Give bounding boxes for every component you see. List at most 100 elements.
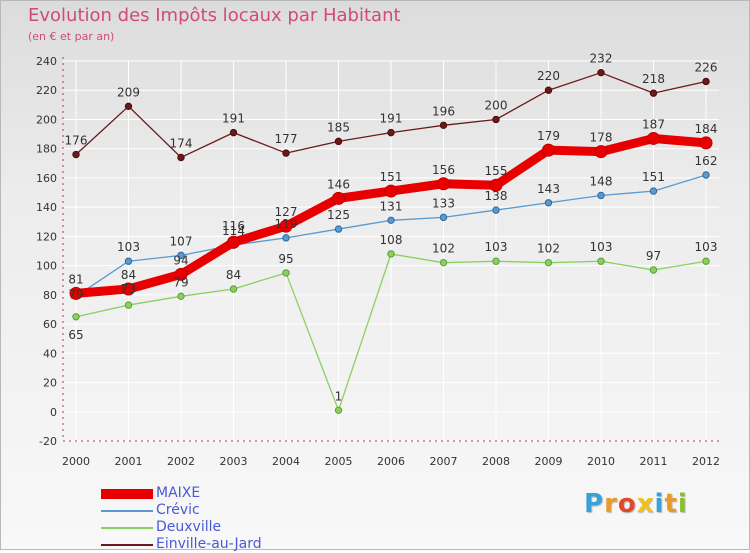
data-point <box>334 137 343 146</box>
data-point <box>384 184 398 198</box>
x-tick-label: 2008 <box>482 455 510 468</box>
data-label: 151 <box>642 170 665 184</box>
y-tick-label: 100 <box>36 260 57 273</box>
data-point <box>647 131 660 145</box>
x-tick-label: 2005 <box>325 455 353 468</box>
series-layer <box>69 68 713 415</box>
logo-letter: P <box>584 489 605 519</box>
data-point <box>282 149 290 157</box>
data-point <box>439 213 448 222</box>
legend-swatch <box>101 527 153 529</box>
data-point <box>229 285 238 293</box>
x-tick-label: 2004 <box>272 455 300 468</box>
data-point <box>282 269 290 277</box>
data-label: 108 <box>380 233 403 247</box>
logo-letter: x <box>636 489 655 519</box>
x-tick-label: 2011 <box>640 455 668 468</box>
chart-subtitle: (en € et par an) <box>28 30 115 43</box>
logo-letter: i <box>677 489 688 519</box>
data-point <box>597 68 605 77</box>
data-point <box>597 191 605 200</box>
x-tick-label: 2010 <box>587 455 615 468</box>
data-point <box>544 86 553 94</box>
data-point <box>177 292 185 301</box>
data-label: 103 <box>590 240 613 254</box>
data-label: 177 <box>275 132 298 146</box>
y-tick-label: 40 <box>43 347 57 360</box>
data-point <box>177 153 185 162</box>
data-label: 73 <box>121 282 136 296</box>
data-label: 138 <box>485 189 508 203</box>
data-point <box>124 102 133 111</box>
data-label: 220 <box>537 69 560 83</box>
y-tick-label: 60 <box>43 318 57 331</box>
data-point <box>174 267 188 281</box>
data-label: 107 <box>170 234 193 248</box>
data-label: 218 <box>642 72 665 86</box>
data-point <box>544 258 553 267</box>
data-point <box>282 234 290 242</box>
data-label: 156 <box>432 163 455 177</box>
data-label: 187 <box>642 117 665 131</box>
tick-labels: -20 0 20 40 60 80 100 120 140 160 180 200 220 240 2000… <box>36 55 720 468</box>
x-tick-label: 2001 <box>115 455 143 468</box>
y-tick-label: 200 <box>36 113 57 126</box>
data-point <box>334 406 343 415</box>
data-label: 102 <box>432 242 455 256</box>
data-label: 143 <box>537 182 560 196</box>
data-label: 84 <box>121 268 136 282</box>
data-label: 155 <box>485 164 508 178</box>
data-point <box>702 171 710 179</box>
data-point <box>544 199 553 207</box>
data-point <box>387 250 395 258</box>
data-label: 95 <box>278 252 293 266</box>
data-label: 114 <box>222 224 245 238</box>
data-point <box>387 128 395 137</box>
data-label: 102 <box>537 242 560 256</box>
data-label: 79 <box>173 275 188 289</box>
data-point <box>279 219 293 233</box>
data-label: 97 <box>646 249 661 263</box>
data-label: 191 <box>222 112 245 126</box>
data-point <box>489 178 503 192</box>
data-label: 209 <box>117 85 140 99</box>
logo-letter: t <box>664 489 678 519</box>
data-point <box>492 257 500 265</box>
y-tick-label: 120 <box>36 230 57 243</box>
data-label: 226 <box>695 60 718 74</box>
data-label: 184 <box>695 122 718 136</box>
x-tick-label: 2006 <box>377 455 405 468</box>
y-tick-label: 160 <box>36 172 57 185</box>
y-tick-label: 80 <box>43 289 57 302</box>
data-label: 131 <box>380 199 403 213</box>
data-label: 103 <box>117 240 140 254</box>
data-label: 133 <box>432 196 455 210</box>
x-tick-label: 2000 <box>62 455 90 468</box>
x-tick-label: 2012 <box>692 455 720 468</box>
y-tick-label: 180 <box>36 143 57 156</box>
data-label: 191 <box>380 112 403 126</box>
logo-letter: r <box>604 489 618 519</box>
data-point <box>649 89 658 97</box>
data-label: 65 <box>68 328 83 342</box>
data-label: 185 <box>327 120 350 134</box>
y-tick-label: 20 <box>43 377 57 390</box>
data-label: 84 <box>226 268 241 282</box>
data-point <box>227 235 240 249</box>
data-point <box>229 128 238 137</box>
data-label: 200 <box>485 98 508 112</box>
data-point <box>702 77 710 86</box>
logo-letter: i <box>654 489 665 519</box>
data-point <box>124 301 133 309</box>
data-label: 103 <box>485 240 508 254</box>
x-tick-label: 2009 <box>535 455 563 468</box>
data-label: 119 <box>275 217 298 231</box>
x-tick-label: 2002 <box>167 455 195 468</box>
legend-swatch <box>101 489 153 499</box>
y-tick-label: 220 <box>36 84 57 97</box>
x-tick-label: 2003 <box>220 455 248 468</box>
data-point <box>437 177 450 191</box>
proxiti-logo: Proxiti <box>584 489 688 519</box>
